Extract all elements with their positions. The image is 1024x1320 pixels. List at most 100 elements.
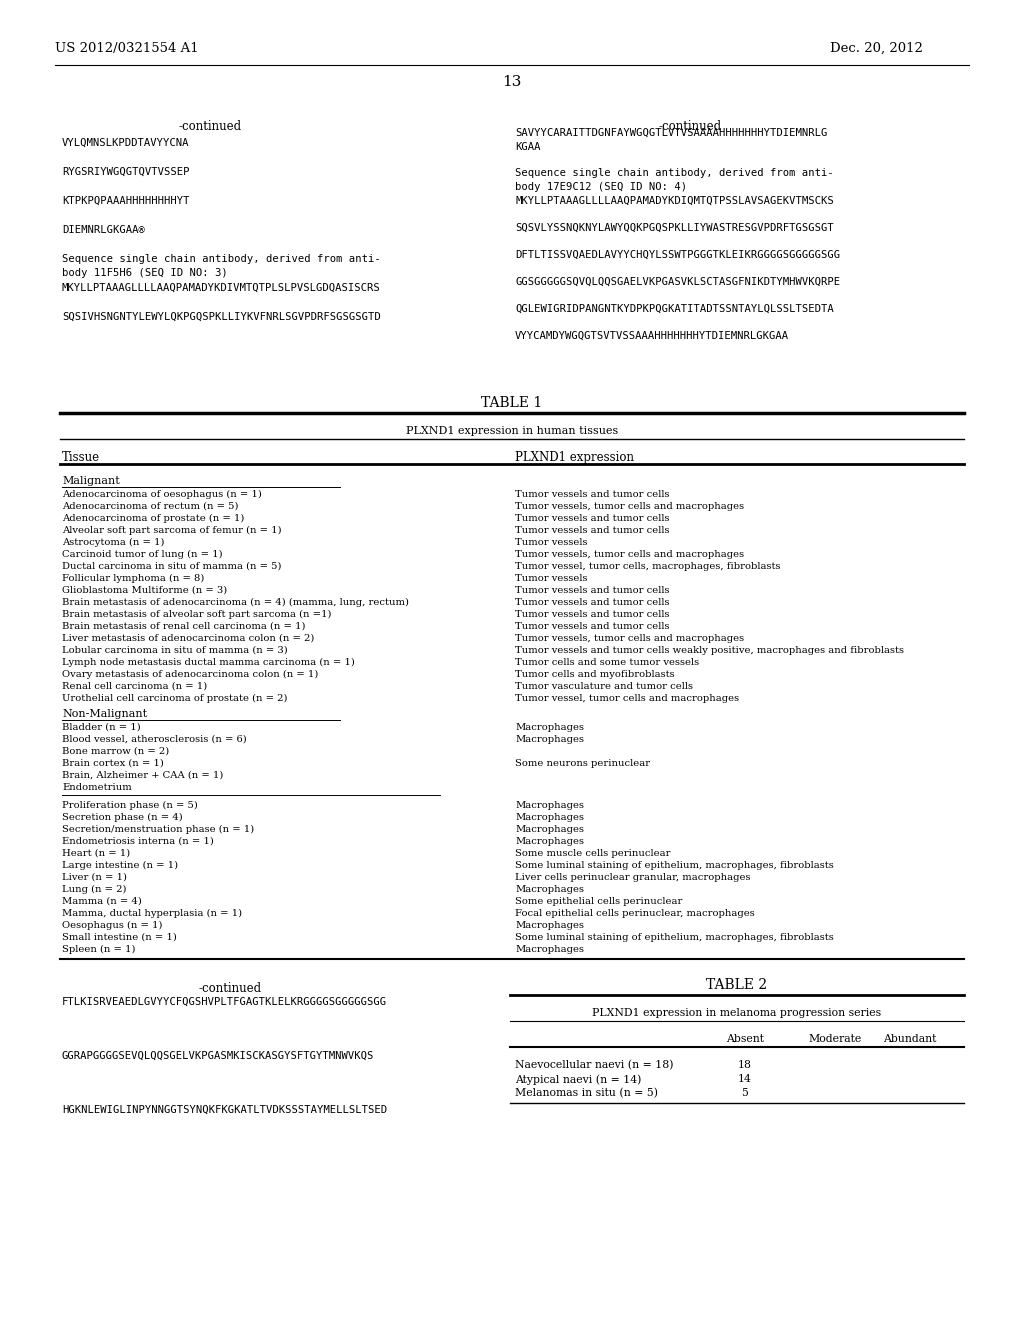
Text: Liver (n = 1): Liver (n = 1): [62, 873, 127, 882]
Text: Endometrium: Endometrium: [62, 783, 132, 792]
Text: Tumor vessels and tumor cells: Tumor vessels and tumor cells: [515, 525, 670, 535]
Text: Atypical naevi (n = 14): Atypical naevi (n = 14): [515, 1074, 641, 1085]
Text: Macrophages: Macrophages: [515, 801, 584, 810]
Text: Tumor vessels and tumor cells: Tumor vessels and tumor cells: [515, 586, 670, 595]
Text: Tumor vessels: Tumor vessels: [515, 539, 588, 546]
Text: Macrophages: Macrophages: [515, 837, 584, 846]
Text: Adenocarcinoma of prostate (n = 1): Adenocarcinoma of prostate (n = 1): [62, 513, 245, 523]
Text: Tumor vasculature and tumor cells: Tumor vasculature and tumor cells: [515, 682, 693, 690]
Text: SQSVLYSSNQKNYLAWYQQKPGQSPKLLIYWASTRESGVPDRFTGSGSGT: SQSVLYSSNQKNYLAWYQQKPGQSPKLLIYWASTRESGVP…: [515, 223, 834, 232]
Text: Liver cells perinuclear granular, macrophages: Liver cells perinuclear granular, macrop…: [515, 873, 751, 882]
Text: HGKNLEWIGLINPYNNGGTSYNQKFKGKATLTVDKSSSTAYMELLSLTSED: HGKNLEWIGLINPYNNGGTSYNQKFKGKATLTVDKSSSTA…: [62, 1105, 387, 1115]
Text: PLXND1 expression: PLXND1 expression: [515, 451, 634, 465]
Text: Macrophages: Macrophages: [515, 825, 584, 834]
Text: Tumor vessels and tumor cells weakly positive, macrophages and fibroblasts: Tumor vessels and tumor cells weakly pos…: [515, 645, 904, 655]
Text: Some muscle cells perinuclear: Some muscle cells perinuclear: [515, 849, 671, 858]
Text: Sequence single chain antibody, derived from anti-: Sequence single chain antibody, derived …: [515, 169, 834, 178]
Text: PLXND1 expression in human tissues: PLXND1 expression in human tissues: [406, 426, 618, 436]
Text: GGSGGGGGSQVQLQQSGAELVKPGASVKLSCTASGFNIKDTYMHWVKQRPE: GGSGGGGGSQVQLQQSGAELVKPGASVKLSCTASGFNIKD…: [515, 276, 840, 286]
Text: Tumor vessels and tumor cells: Tumor vessels and tumor cells: [515, 490, 670, 499]
Text: 14: 14: [738, 1074, 752, 1084]
Text: KGAA: KGAA: [515, 141, 541, 152]
Text: TABLE 2: TABLE 2: [707, 978, 768, 993]
Text: Macrophages: Macrophages: [515, 921, 584, 931]
Text: Tumor vessels and tumor cells: Tumor vessels and tumor cells: [515, 610, 670, 619]
Text: FTLKISRVEAEDLGVYYCFQGSHVPLTFGAGTKLELKRGGGGSGGGGGSGG: FTLKISRVEAEDLGVYYCFQGSHVPLTFGAGTKLELKRGG…: [62, 997, 387, 1007]
Text: TABLE 1: TABLE 1: [481, 396, 543, 411]
Text: Mamma, ductal hyperplasia (n = 1): Mamma, ductal hyperplasia (n = 1): [62, 909, 242, 919]
Text: -continued: -continued: [178, 120, 242, 133]
Text: 5: 5: [741, 1088, 749, 1098]
Text: Malignant: Malignant: [62, 477, 120, 486]
Text: Tissue: Tissue: [62, 451, 100, 465]
Text: Tumor vessel, tumor cells and macrophages: Tumor vessel, tumor cells and macrophage…: [515, 694, 739, 704]
Text: MKYLLPTAAAGLLLLAAQPAMADYKDIVMTQTPLSLPVSLGDQASISCRS: MKYLLPTAAAGLLLLAAQPAMADYKDIVMTQTPLSLPVSL…: [62, 282, 381, 293]
Text: Tumor cells and myofibroblasts: Tumor cells and myofibroblasts: [515, 671, 675, 678]
Text: Alveolar soft part sarcoma of femur (n = 1): Alveolar soft part sarcoma of femur (n =…: [62, 525, 282, 535]
Text: Absent: Absent: [726, 1034, 764, 1044]
Text: Macrophages: Macrophages: [515, 735, 584, 744]
Text: -continued: -continued: [199, 982, 261, 995]
Text: Macrophages: Macrophages: [515, 723, 584, 733]
Text: Tumor vessels: Tumor vessels: [515, 574, 588, 583]
Text: Renal cell carcinoma (n = 1): Renal cell carcinoma (n = 1): [62, 682, 207, 690]
Text: GGRAPGGGGSEVQLQQSGELVKPGASMKISCKASGYSFTGYTMNWVKQS: GGRAPGGGGSEVQLQQSGELVKPGASMKISCKASGYSFTG…: [62, 1051, 375, 1061]
Text: Macrophages: Macrophages: [515, 884, 584, 894]
Text: VYYCAMDYWGQGTSVTVSSAAAHHHHHHHYTDIEMNRLGKGAA: VYYCAMDYWGQGTSVTVSSAAAHHHHHHHYTDIEMNRLGK…: [515, 330, 790, 341]
Text: Adenocarcinoma of oesophagus (n = 1): Adenocarcinoma of oesophagus (n = 1): [62, 490, 262, 499]
Text: Sequence single chain antibody, derived from anti-: Sequence single chain antibody, derived …: [62, 253, 381, 264]
Text: Focal epithelial cells perinuclear, macrophages: Focal epithelial cells perinuclear, macr…: [515, 909, 755, 917]
Text: SAVYYCARAITTDGNFAYWGQGTLVTVSAAAAHHHHHHHYTDIEMNRLG: SAVYYCARAITTDGNFAYWGQGTLVTVSAAAAHHHHHHHY…: [515, 128, 827, 139]
Text: PLXND1 expression in melanoma progression series: PLXND1 expression in melanoma progressio…: [593, 1008, 882, 1018]
Text: Large intestine (n = 1): Large intestine (n = 1): [62, 861, 178, 870]
Text: KTPKPQPAAAHHHHHHHHYT: KTPKPQPAAAHHHHHHHHYT: [62, 195, 189, 206]
Text: Brain metastasis of renal cell carcinoma (n = 1): Brain metastasis of renal cell carcinoma…: [62, 622, 305, 631]
Text: Macrophages: Macrophages: [515, 945, 584, 954]
Text: Lung (n = 2): Lung (n = 2): [62, 884, 127, 894]
Text: Tumor vessels and tumor cells: Tumor vessels and tumor cells: [515, 622, 670, 631]
Text: Macrophages: Macrophages: [515, 813, 584, 822]
Text: Oesophagus (n = 1): Oesophagus (n = 1): [62, 921, 163, 931]
Text: Abundant: Abundant: [884, 1034, 937, 1044]
Text: Adenocarcinoma of rectum (n = 5): Adenocarcinoma of rectum (n = 5): [62, 502, 239, 511]
Text: Endometriosis interna (n = 1): Endometriosis interna (n = 1): [62, 837, 214, 846]
Text: Moderate: Moderate: [808, 1034, 861, 1044]
Text: QGLEWIGRIDPANGNTKYDPKPQGKATITADTSSNTAYLQLSSLTSEDTA: QGLEWIGRIDPANGNTKYDPKPQGKATITADTSSNTAYLQ…: [515, 304, 834, 314]
Text: Some epithelial cells perinuclear: Some epithelial cells perinuclear: [515, 898, 682, 906]
Text: -continued: -continued: [658, 120, 722, 133]
Text: Astrocytoma (n = 1): Astrocytoma (n = 1): [62, 539, 165, 546]
Text: Brain, Alzheimer + CAA (n = 1): Brain, Alzheimer + CAA (n = 1): [62, 771, 223, 780]
Text: Tumor vessels and tumor cells: Tumor vessels and tumor cells: [515, 598, 670, 607]
Text: Spleen (n = 1): Spleen (n = 1): [62, 945, 135, 954]
Text: Non-Malignant: Non-Malignant: [62, 709, 147, 719]
Text: Secretion/menstruation phase (n = 1): Secretion/menstruation phase (n = 1): [62, 825, 254, 834]
Text: 18: 18: [738, 1060, 752, 1071]
Text: Brain metastasis of alveolar soft part sarcoma (n =1): Brain metastasis of alveolar soft part s…: [62, 610, 332, 619]
Text: Heart (n = 1): Heart (n = 1): [62, 849, 130, 858]
Text: SQSIVHSNGNTYLEWYLQKPGQSPKLLIYKVFNRLSGVPDRFSGSGSGTD: SQSIVHSNGNTYLEWYLQKPGQSPKLLIYKVFNRLSGVPD…: [62, 312, 381, 322]
Text: Liver metastasis of adenocarcinoma colon (n = 2): Liver metastasis of adenocarcinoma colon…: [62, 634, 314, 643]
Text: Dec. 20, 2012: Dec. 20, 2012: [830, 42, 923, 55]
Text: Lobular carcinoma in situ of mamma (n = 3): Lobular carcinoma in situ of mamma (n = …: [62, 645, 288, 655]
Text: Some luminal staining of epithelium, macrophages, fibroblasts: Some luminal staining of epithelium, mac…: [515, 861, 834, 870]
Text: Brain cortex (n = 1): Brain cortex (n = 1): [62, 759, 164, 768]
Text: Some luminal staining of epithelium, macrophages, fibroblasts: Some luminal staining of epithelium, mac…: [515, 933, 834, 942]
Text: VYLQMNSLKPDDTAVYYCNA: VYLQMNSLKPDDTAVYYCNA: [62, 139, 189, 148]
Text: RYGSRIYWGQGTQVTVSSEP: RYGSRIYWGQGTQVTVSSEP: [62, 168, 189, 177]
Text: Bone marrow (n = 2): Bone marrow (n = 2): [62, 747, 169, 756]
Text: DFTLTISSVQAEDLAVYYCHQYLSSWTPGGGTKLEIKRGGGGSGGGGGSGG: DFTLTISSVQAEDLAVYYCHQYLSSWTPGGGTKLEIKRGG…: [515, 249, 840, 260]
Text: 13: 13: [503, 75, 521, 88]
Text: Tumor cells and some tumor vessels: Tumor cells and some tumor vessels: [515, 657, 699, 667]
Text: Blood vessel, atherosclerosis (n = 6): Blood vessel, atherosclerosis (n = 6): [62, 735, 247, 744]
Text: Urothelial cell carcinoma of prostate (n = 2): Urothelial cell carcinoma of prostate (n…: [62, 694, 288, 704]
Text: Glioblastoma Multiforme (n = 3): Glioblastoma Multiforme (n = 3): [62, 586, 227, 595]
Text: Mamma (n = 4): Mamma (n = 4): [62, 898, 142, 906]
Text: US 2012/0321554 A1: US 2012/0321554 A1: [55, 42, 199, 55]
Text: Lymph node metastasis ductal mamma carcinoma (n = 1): Lymph node metastasis ductal mamma carci…: [62, 657, 355, 667]
Text: Tumor vessel, tumor cells, macrophages, fibroblasts: Tumor vessel, tumor cells, macrophages, …: [515, 562, 780, 572]
Text: body 17E9C12 (SEQ ID NO: 4): body 17E9C12 (SEQ ID NO: 4): [515, 182, 687, 191]
Text: Bladder (n = 1): Bladder (n = 1): [62, 723, 140, 733]
Text: MKYLLPTAAAGLLLLAAQPAMADYKDIQMTQTPSSLAVSAGEKVTMSCKS: MKYLLPTAAAGLLLLAAQPAMADYKDIQMTQTPSSLAVSA…: [515, 195, 834, 206]
Text: Carcinoid tumor of lung (n = 1): Carcinoid tumor of lung (n = 1): [62, 550, 222, 560]
Text: Some neurons perinuclear: Some neurons perinuclear: [515, 759, 650, 768]
